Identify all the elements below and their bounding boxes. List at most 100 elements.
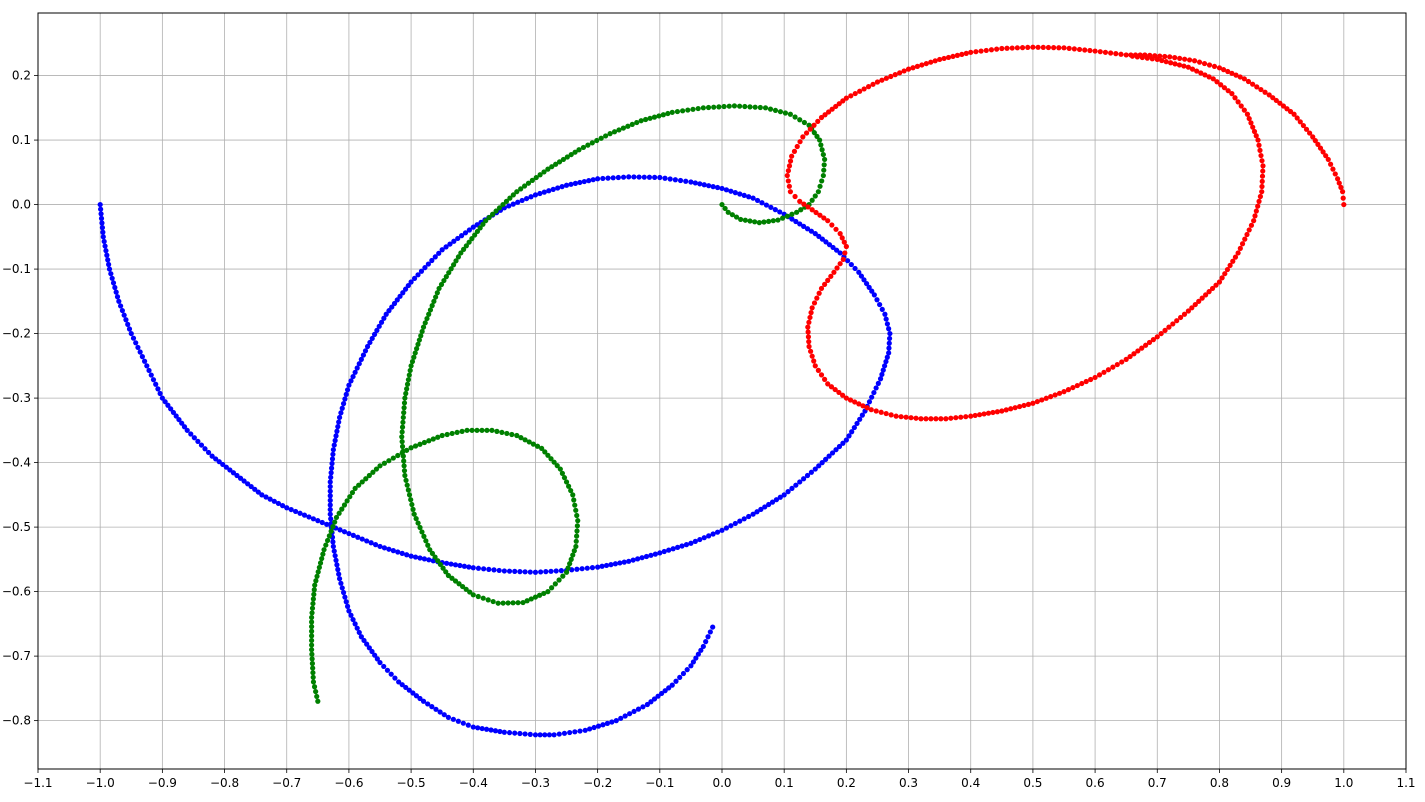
trail-point	[888, 73, 894, 80]
trail-point	[888, 412, 894, 418]
trail-point	[479, 725, 485, 732]
trail-point	[348, 378, 354, 384]
trail-point	[833, 103, 839, 110]
data-point	[943, 416, 949, 422]
x-tick-label: −0.1	[645, 776, 674, 790]
trail-point	[267, 496, 273, 502]
trail-point	[114, 294, 121, 300]
trail-point	[620, 174, 627, 180]
trail-point	[1134, 54, 1140, 60]
trail-point	[421, 556, 428, 562]
trail-point	[98, 215, 105, 222]
trail-point	[479, 427, 485, 433]
trail-point	[405, 487, 411, 493]
trail-point	[599, 563, 605, 569]
trail-point	[364, 538, 370, 544]
y-tick-label: −0.6	[2, 585, 31, 599]
data-point	[346, 608, 352, 614]
data-point	[710, 624, 716, 630]
trail-point	[415, 272, 421, 278]
trail-point	[181, 424, 188, 430]
trail-point	[310, 670, 316, 676]
trail-point	[413, 693, 420, 699]
trail-point	[840, 440, 846, 446]
trail-point	[714, 184, 721, 191]
trail-point	[565, 565, 571, 571]
trail-point	[245, 481, 251, 487]
data-point	[570, 492, 576, 498]
trail-point	[230, 470, 237, 476]
trail-point	[766, 218, 772, 224]
trail-point	[109, 275, 115, 281]
trail-point	[1189, 66, 1196, 72]
data-point	[545, 166, 551, 172]
trail-point	[344, 387, 351, 393]
trail-point	[777, 209, 783, 215]
trail-point	[425, 542, 431, 548]
trail-point	[615, 174, 621, 181]
data-point	[688, 663, 694, 669]
trail-point	[591, 724, 597, 731]
x-tick-label: −0.4	[459, 776, 488, 790]
trail-point	[1230, 258, 1236, 264]
trail-point	[594, 137, 600, 144]
trail-point	[954, 52, 961, 58]
data-point	[563, 182, 570, 188]
trail-point	[705, 104, 712, 111]
trail-point	[188, 431, 194, 437]
trail-point	[994, 409, 1000, 415]
trail-point	[805, 204, 811, 210]
trail-point	[441, 277, 447, 284]
trail-point	[1189, 305, 1195, 311]
trail-point	[309, 633, 315, 639]
trail-point	[510, 600, 516, 606]
trail-point	[808, 310, 814, 316]
trail-point	[1260, 168, 1266, 174]
trail-point	[191, 435, 197, 441]
trail-point	[332, 519, 338, 525]
trail-point	[309, 660, 315, 667]
trail-point	[330, 539, 336, 545]
trail-point	[627, 711, 633, 717]
trail-point	[811, 130, 817, 136]
trail-point	[404, 386, 410, 392]
trail-point	[866, 399, 873, 405]
trail-point	[1070, 384, 1076, 391]
trail-point	[1139, 345, 1145, 351]
trail-point	[635, 706, 642, 712]
trail-point	[1224, 266, 1231, 273]
data-point	[1244, 111, 1251, 117]
trail-point	[448, 561, 454, 567]
trail-point	[434, 290, 440, 296]
trail-point	[310, 516, 316, 522]
trail-point	[819, 147, 825, 153]
trail-point	[1213, 282, 1219, 288]
trail-point	[1056, 45, 1062, 51]
trail-point	[374, 327, 380, 333]
trail-point	[404, 447, 410, 453]
data-point	[843, 243, 849, 250]
trail-point	[762, 504, 768, 510]
trail-point	[515, 600, 521, 606]
trail-point	[1232, 254, 1239, 260]
trail-point	[372, 542, 379, 548]
data-point	[439, 247, 445, 253]
trail-point	[577, 728, 583, 734]
trail-point	[1144, 55, 1150, 61]
data-point	[396, 679, 402, 685]
trail-point	[499, 429, 505, 436]
data-point	[1251, 218, 1257, 224]
trail-point	[1159, 57, 1165, 64]
trail-point	[804, 226, 811, 232]
trail-point	[886, 326, 892, 332]
data-point	[738, 216, 744, 223]
trail-point	[419, 529, 425, 535]
trail-point	[408, 497, 414, 503]
trail-point	[959, 51, 965, 57]
trail-point	[598, 135, 604, 141]
trail-point	[825, 109, 832, 115]
trail-point	[126, 326, 133, 332]
trail-point	[417, 695, 423, 702]
data-point	[812, 466, 818, 472]
trail-point	[330, 524, 336, 530]
